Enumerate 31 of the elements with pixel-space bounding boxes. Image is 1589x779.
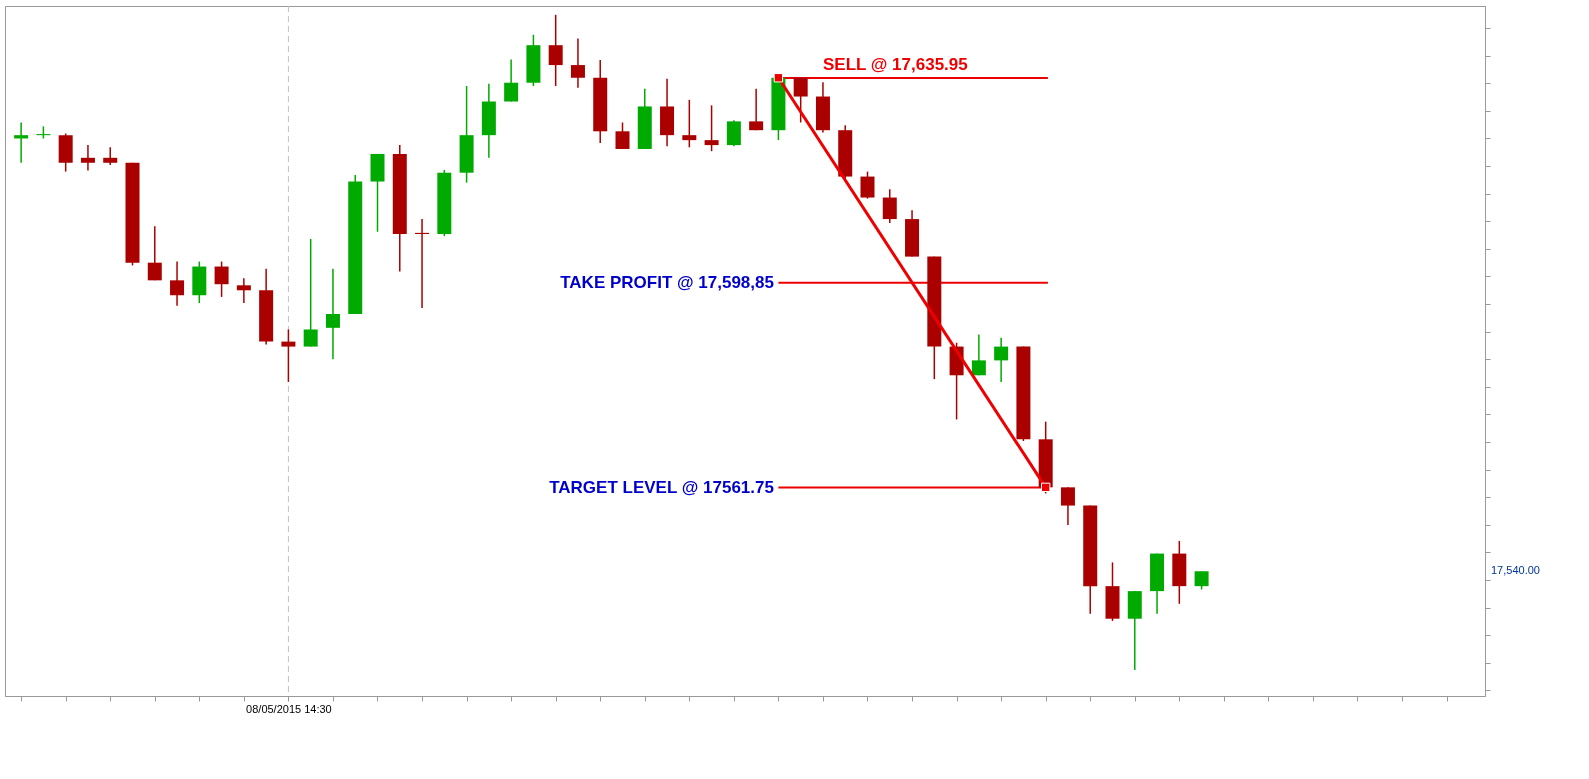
candlestick bbox=[1060, 486, 1075, 526]
text: 17,540.00 bbox=[1491, 564, 1540, 577]
candlestick bbox=[214, 260, 229, 298]
candlestick bbox=[1194, 570, 1209, 591]
ref-line-label: TARGET LEVEL @ 17561.75 bbox=[549, 477, 774, 497]
candlestick bbox=[325, 268, 340, 361]
candlestick bbox=[726, 119, 741, 147]
candlestick bbox=[570, 37, 585, 89]
candlestick bbox=[682, 99, 697, 149]
ref-line-label: TAKE PROFIT @ 17,598,85 bbox=[560, 272, 774, 292]
x-tick-label: 08/05/2015 14:30 bbox=[246, 702, 332, 715]
candlestick bbox=[504, 58, 519, 103]
candlestick bbox=[860, 170, 875, 200]
candlestick bbox=[793, 77, 808, 124]
candlestick bbox=[281, 328, 296, 383]
candlestick bbox=[749, 88, 764, 131]
candlestick bbox=[147, 225, 162, 282]
candlestick bbox=[303, 238, 318, 348]
candlestick bbox=[80, 144, 95, 172]
candlestick bbox=[14, 121, 29, 164]
candlestick bbox=[971, 333, 986, 377]
candlestick bbox=[415, 218, 430, 309]
candlestick bbox=[548, 14, 563, 87]
candlestick bbox=[704, 104, 719, 152]
candlestick bbox=[994, 337, 1009, 383]
candlestick bbox=[170, 260, 185, 307]
candlestick bbox=[882, 188, 897, 224]
candlestick bbox=[615, 121, 630, 150]
candlestick bbox=[236, 277, 251, 304]
ref-line-label: SELL @ 17,635.95 bbox=[822, 55, 968, 75]
candlestick bbox=[103, 146, 118, 166]
